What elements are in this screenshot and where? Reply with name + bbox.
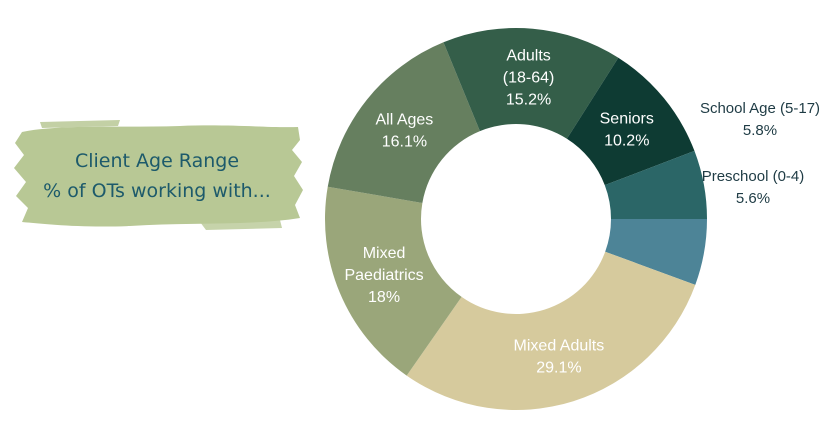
slice-label: Seniors 10.2%: [600, 111, 654, 150]
slice-label: Mixed Adults 29.1%: [514, 337, 605, 376]
slice-category-label: Mixed: [363, 245, 406, 262]
slice-category-label: Seniors: [600, 111, 654, 128]
chart-subtitle: % of OTs working with...: [43, 180, 271, 202]
slice-category-label: Preschool (0-4): [702, 168, 805, 185]
donut-slice: [566, 57, 695, 186]
donut-slice: [327, 42, 480, 203]
slice-value-label: 15.2%: [506, 92, 551, 109]
slice-value-label: 18%: [368, 289, 400, 306]
slice-category-label: Paediatrics: [344, 267, 423, 284]
slice-label: School Age (5-17) 5.8%: [700, 100, 820, 139]
slice-category-label: (18-64): [503, 70, 555, 87]
title-brush-background: [14, 120, 303, 230]
slice-value-label: 29.1%: [536, 359, 581, 376]
donut-slice: [604, 150, 707, 219]
donut-slice: [605, 219, 707, 285]
chart-title: Client Age Range: [75, 150, 239, 172]
slice-value-label: 10.2%: [604, 133, 649, 150]
slice-label: Adults (18-64) 15.2%: [503, 48, 555, 109]
donut-slice: [325, 186, 462, 376]
slice-value-label: 5.8%: [743, 122, 777, 139]
donut-slice: [443, 28, 619, 139]
slice-category-label: Adults: [506, 48, 550, 65]
slice-category-label: Mixed Adults: [514, 337, 605, 354]
donut-slice: [406, 251, 696, 410]
donut-slices: [325, 28, 707, 410]
slice-category-label: All Ages: [375, 112, 433, 129]
donut-labels: Preschool (0-4) 5.6%Mixed Adults 29.1%Mixe…: [344, 48, 820, 377]
slice-value-label: 5.6%: [736, 190, 770, 207]
slice-label: Mixed Paediatrics 18%: [344, 245, 423, 306]
slice-label: All Ages 16.1%: [375, 112, 433, 151]
slice-value-label: 16.1%: [382, 134, 427, 151]
slice-label: Preschool (0-4) 5.6%: [702, 168, 805, 207]
slice-category-label: School Age (5-17): [700, 100, 820, 117]
